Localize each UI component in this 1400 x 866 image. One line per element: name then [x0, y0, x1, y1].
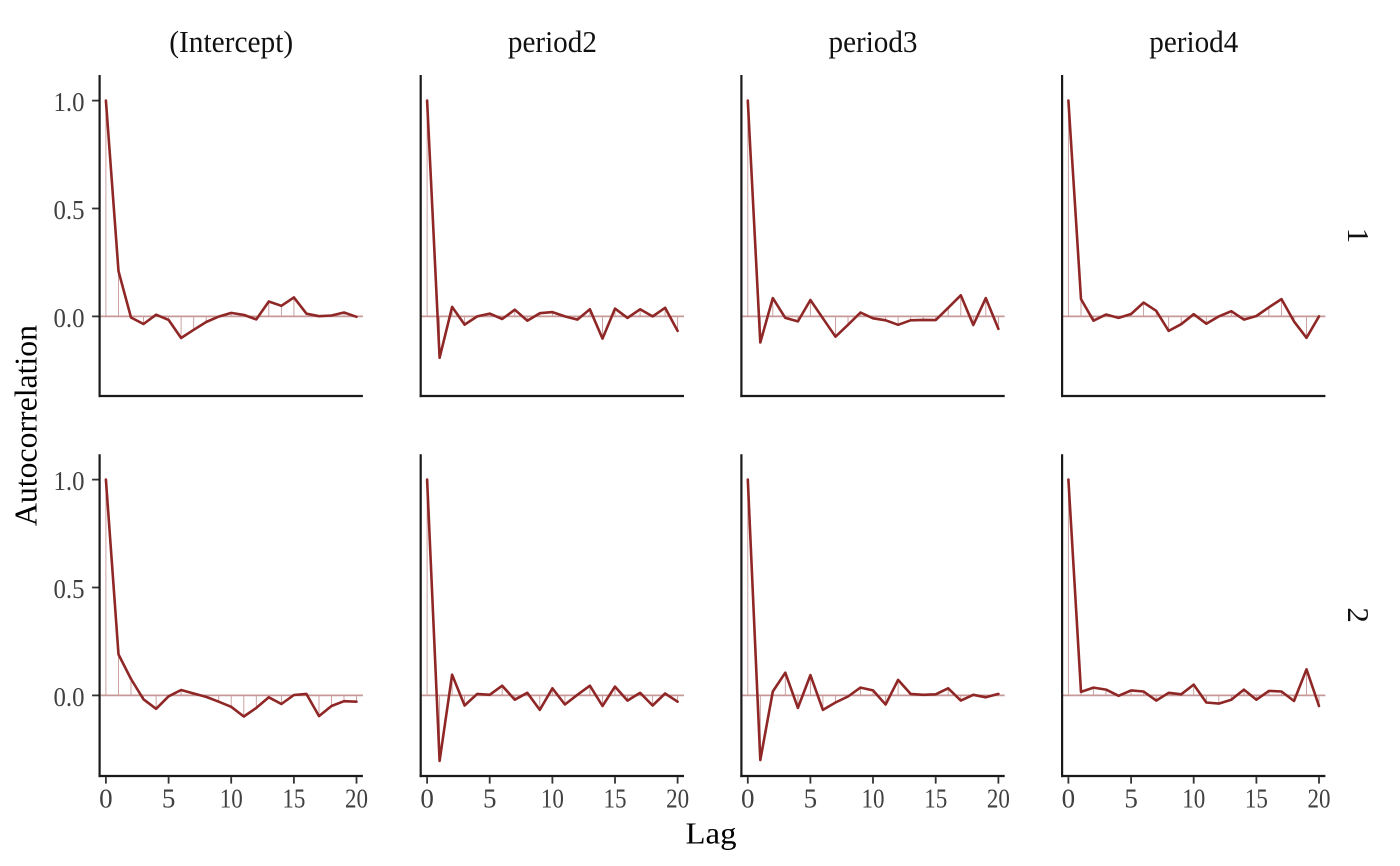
svg-text:20: 20 — [1308, 784, 1331, 814]
svg-text:10: 10 — [862, 784, 885, 814]
svg-text:1: 1 — [1341, 228, 1376, 244]
svg-text:10: 10 — [1182, 784, 1205, 814]
svg-text:0: 0 — [420, 784, 434, 814]
svg-text:Lag: Lag — [686, 816, 737, 851]
svg-text:0.0: 0.0 — [54, 303, 85, 333]
svg-text:2: 2 — [1341, 607, 1376, 623]
svg-text:Autocorrelation: Autocorrelation — [8, 325, 44, 526]
svg-text:0: 0 — [741, 784, 755, 814]
svg-text:5: 5 — [483, 784, 497, 814]
svg-text:period2: period2 — [508, 24, 597, 59]
svg-text:15: 15 — [924, 784, 947, 814]
svg-text:15: 15 — [604, 784, 627, 814]
svg-text:5: 5 — [804, 784, 818, 814]
svg-text:15: 15 — [1245, 784, 1268, 814]
svg-text:20: 20 — [345, 784, 368, 814]
svg-text:15: 15 — [282, 784, 305, 814]
svg-text:period4: period4 — [1149, 24, 1238, 59]
svg-text:5: 5 — [1124, 784, 1138, 814]
svg-text:0.5: 0.5 — [54, 195, 85, 225]
svg-text:1.0: 1.0 — [54, 466, 85, 496]
svg-text:0.5: 0.5 — [54, 574, 85, 604]
svg-text:20: 20 — [666, 784, 689, 814]
svg-text:0.0: 0.0 — [54, 682, 85, 712]
svg-text:0: 0 — [99, 784, 113, 814]
svg-text:1.0: 1.0 — [54, 87, 85, 117]
svg-text:(Intercept): (Intercept) — [169, 24, 293, 59]
svg-text:0: 0 — [1062, 784, 1076, 814]
svg-text:10: 10 — [220, 784, 243, 814]
svg-text:20: 20 — [987, 784, 1010, 814]
svg-text:period3: period3 — [829, 24, 918, 59]
svg-text:10: 10 — [541, 784, 564, 814]
svg-text:5: 5 — [162, 784, 176, 814]
